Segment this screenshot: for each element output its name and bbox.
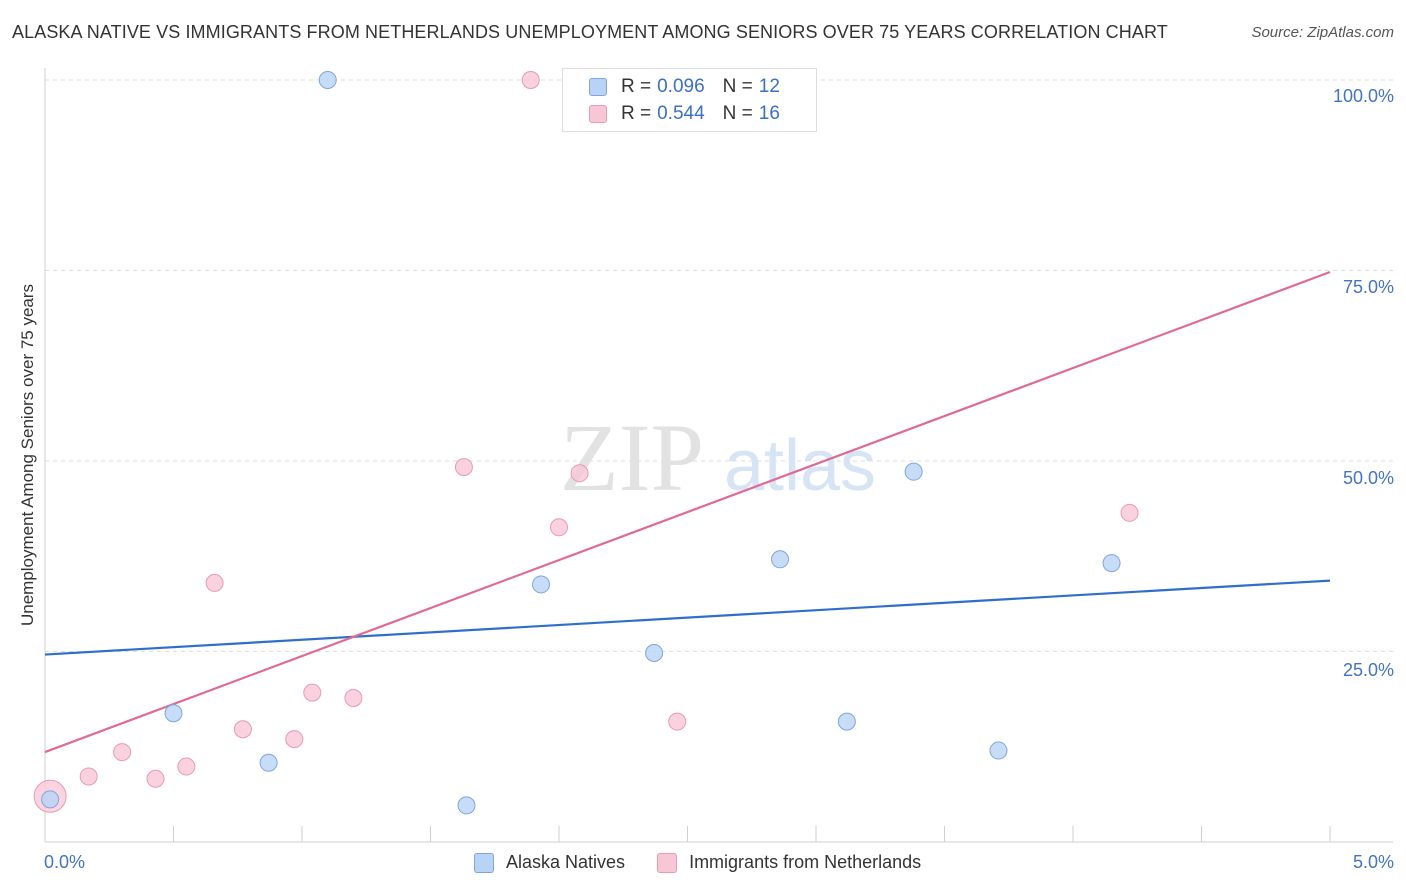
data-points [33,71,1139,815]
y-tick-label-50: 50.0% [1342,468,1394,488]
legend-label-netherlands: Immigrants from Netherlands [689,852,922,872]
data-point-netherlands [521,71,540,89]
data-point-alaska-natives [837,712,856,731]
data-point-netherlands [113,743,132,762]
grid-lines [45,79,1393,652]
legend-n-label: N = [722,103,753,124]
legend-row-alaska: R = 0.096 N = 12 [589,75,780,99]
data-point-netherlands [79,767,98,786]
x-tick-label-max: 5.0% [1352,852,1394,872]
data-point-alaska-natives [164,704,183,723]
data-point-alaska-natives [41,790,60,809]
legend-n-label: N = [722,76,753,97]
legend-r-label: R = [621,103,652,124]
trend-line-alaska-natives [44,579,1331,656]
legend-swatch-netherlands [657,852,678,873]
y-tick-label-100: 100.0% [1332,86,1394,106]
legend-r-label: R = [621,76,652,97]
data-point-netherlands [303,683,322,702]
legend-r-value: 0.096 [657,76,705,97]
data-point-netherlands [454,458,473,477]
data-point-netherlands [177,757,196,776]
legend-swatch-alaska [589,78,607,96]
legend-n-value: 12 [758,76,780,97]
legend-swatch-netherlands [589,105,607,123]
data-point-netherlands [233,720,252,739]
y-tick-label-25: 25.0% [1342,660,1394,680]
watermark-atlas: atlas [724,426,876,506]
legend-n-value: 16 [758,103,780,124]
legend-item-netherlands: Immigrants from Netherlands [657,852,921,873]
data-point-alaska-natives [904,462,923,481]
data-point-alaska-natives [1102,554,1121,573]
data-point-netherlands [146,769,165,788]
data-point-netherlands [344,688,363,707]
series-legend: Alaska Natives Immigrants from Netherlan… [474,852,953,873]
data-point-alaska-natives [259,753,278,772]
data-point-netherlands [570,464,589,483]
axes [44,68,1393,843]
data-point-alaska-natives [318,71,337,89]
data-point-alaska-natives [532,575,551,594]
chart-title: ALASKA NATIVE VS IMMIGRANTS FROM NETHERL… [12,22,1168,42]
x-tick-label-min: 0.0% [44,852,86,872]
data-point-netherlands [205,573,224,592]
legend-swatch-alaska [474,852,494,873]
data-point-netherlands [668,712,687,731]
correlation-legend: R = 0.096 N = 12 R = 0.544 N = 16 [562,68,817,132]
trend-lines [44,270,1331,754]
watermark-zip: ZIP [560,404,704,511]
data-point-alaska-natives [645,644,664,663]
y-axis-label: Unemployment Among Seniors over 75 years [18,283,37,627]
legend-row-netherlands: R = 0.544 N = 16 [589,102,780,126]
y-tick-label-75: 75.0% [1342,277,1394,297]
data-point-netherlands [285,730,304,749]
data-point-alaska-natives [989,741,1008,760]
data-point-netherlands [550,518,568,537]
legend-r-value: 0.544 [657,103,705,124]
data-point-netherlands [1120,503,1139,522]
data-point-alaska-natives [457,796,476,815]
legend-label-alaska: Alaska Natives [506,852,626,872]
legend-item-alaska-natives: Alaska Natives [474,852,625,873]
data-point-alaska-natives [771,550,790,569]
trend-line-netherlands [44,270,1331,754]
source-label: Source: ZipAtlas.com [1251,24,1394,41]
